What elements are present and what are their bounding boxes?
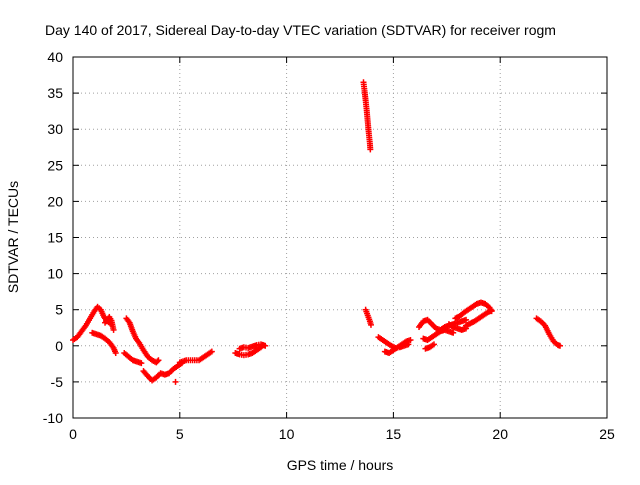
y-tick-label: 15 [47,230,63,246]
y-tick-label: 30 [47,121,63,137]
data-point [208,348,215,355]
axis-ticks [72,56,608,419]
y-tick-label: -5 [51,374,64,390]
data-point [450,329,457,336]
x-tick-label: 25 [599,426,615,442]
y-tick-label: 25 [47,157,63,173]
data-point [367,321,374,328]
y-tick-label: 20 [47,193,63,209]
y-tick-label: 40 [47,49,63,65]
y-tick-label: 10 [47,266,63,282]
data-point [172,378,179,385]
data-point [407,337,414,344]
data-point [138,360,145,367]
y-axis-label: SDTVAR / TECUs [5,181,21,293]
x-tick-label: 5 [176,426,184,442]
data-point [110,326,117,333]
x-tick-labels: 0 5 10 15 20 25 [69,426,615,442]
y-tick-label: 35 [47,85,63,101]
x-tick-label: 0 [69,426,77,442]
chart-title: Day 140 of 2017, Sidereal Day-to-day VTE… [45,22,556,38]
x-tick-label: 20 [492,426,508,442]
data-point [430,341,437,348]
data-point [155,357,162,364]
data-point [262,342,269,349]
y-tick-label: 0 [55,338,63,354]
data-point [367,146,374,153]
y-tick-label: -10 [43,410,63,426]
x-axis-label: GPS time / hours [287,457,394,473]
data-point [557,342,564,349]
data-point [463,316,470,323]
data-point [154,358,161,365]
data-points [70,79,564,385]
y-tick-label: 5 [55,302,63,318]
data-point [488,307,495,314]
data-point [112,350,119,357]
x-tick-label: 10 [279,426,295,442]
grid-lines [73,57,607,418]
x-tick-label: 15 [386,426,402,442]
y-tick-labels: -10 -5 0 5 10 15 20 25 30 35 40 [43,49,63,426]
